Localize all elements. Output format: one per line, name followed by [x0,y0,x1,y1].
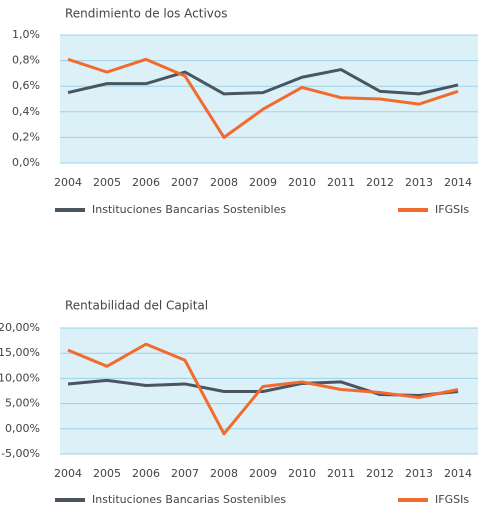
x-tick-label: 2006 [132,176,160,189]
plot-area [60,35,478,163]
y-tick-label: -5,00% [1,447,40,460]
legend-label: IFGSIs [435,493,469,506]
chart-title: Rentabilidad del Capital [65,299,208,313]
y-tick-label: 5,00% [5,397,40,410]
y-tick-label: 0,2% [12,130,40,143]
legend-label: IFGSIs [435,203,469,216]
y-tick-label: 0,0% [12,156,40,169]
x-tick-label: 2006 [132,467,160,480]
y-tick-label: 0,00% [5,422,40,435]
x-tick-label: 2012 [366,176,394,189]
legend-label: Instituciones Bancarias Sostenibles [92,493,286,506]
x-tick-label: 2010 [288,467,316,480]
y-tick-label: 10,00% [0,371,40,384]
y-tick-label: 0,8% [12,54,40,67]
x-tick-label: 2013 [405,176,433,189]
x-tick-label: 2012 [366,467,394,480]
x-tick-label: 2008 [210,176,238,189]
x-tick-label: 2011 [327,176,355,189]
y-tick-label: 20,00% [0,321,40,334]
y-tick-label: 15,00% [0,346,40,359]
x-tick-label: 2004 [54,176,82,189]
x-tick-label: 2009 [249,176,277,189]
x-tick-label: 2014 [444,176,472,189]
x-tick-label: 2008 [210,467,238,480]
x-tick-label: 2014 [444,467,472,480]
x-tick-label: 2004 [54,467,82,480]
x-tick-label: 2005 [93,176,121,189]
x-tick-label: 2009 [249,467,277,480]
legend-label: Instituciones Bancarias Sostenibles [92,203,286,216]
y-tick-label: 0,4% [12,105,40,118]
series-line [67,342,459,436]
x-tick-label: 2011 [327,467,355,480]
x-tick-label: 2007 [171,176,199,189]
x-tick-label: 2005 [93,467,121,480]
chart-title: Rendimiento de los Activos [65,7,228,21]
x-tick-label: 2010 [288,176,316,189]
y-tick-label: 1,0% [12,28,40,41]
series-line [67,68,459,96]
y-tick-label: 0,6% [12,79,40,92]
series-line [67,57,459,139]
x-tick-label: 2007 [171,467,199,480]
x-tick-label: 2013 [405,467,433,480]
